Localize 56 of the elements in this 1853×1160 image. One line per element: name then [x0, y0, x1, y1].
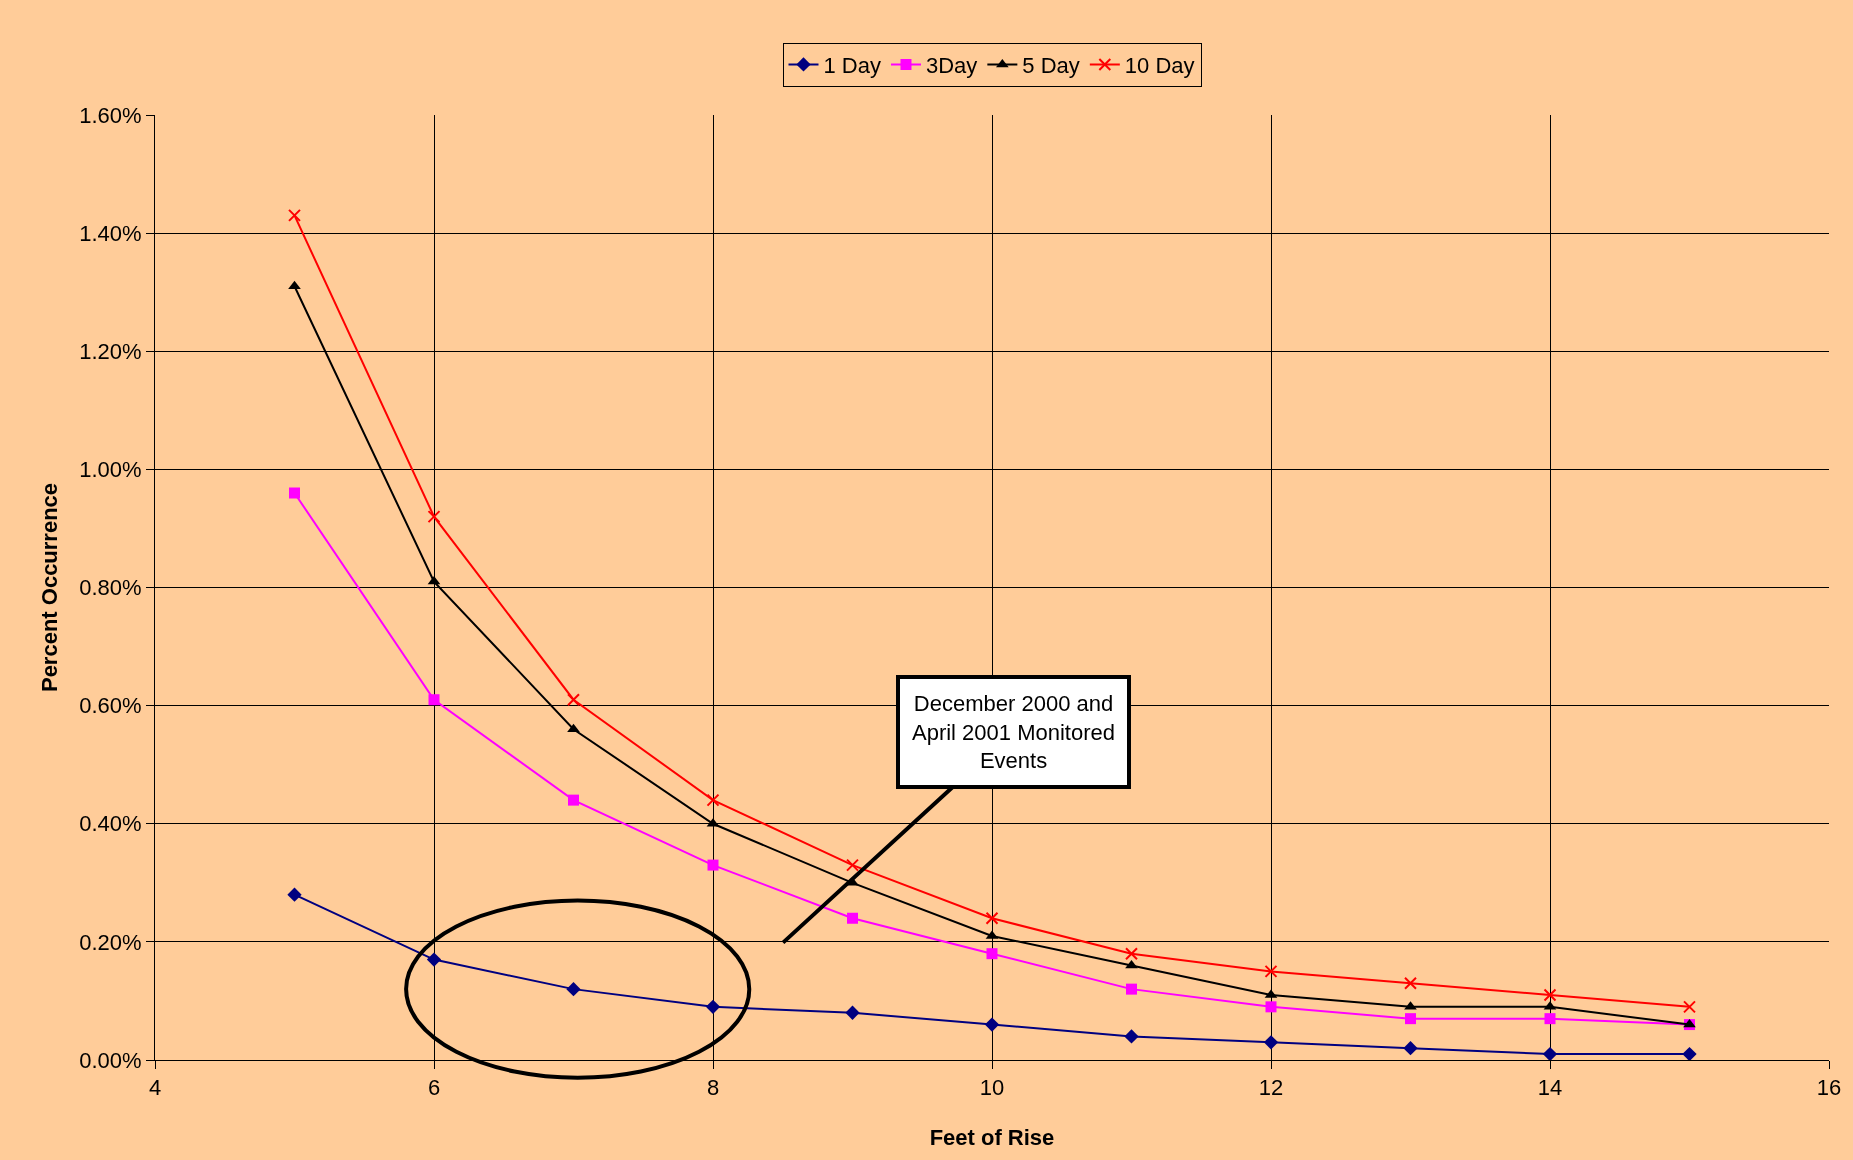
y-tick-label: 0.60% — [79, 693, 142, 719]
point — [287, 887, 302, 902]
x-tick-label: 6 — [427, 1075, 441, 1101]
point — [707, 859, 719, 871]
point — [1682, 1046, 1697, 1060]
point — [288, 280, 301, 290]
point — [985, 911, 999, 925]
point — [427, 510, 441, 524]
point — [1683, 1000, 1696, 1014]
point — [984, 1017, 1000, 1032]
point — [846, 858, 859, 872]
x-tick-label: 12 — [1258, 1075, 1284, 1101]
point — [1125, 947, 1138, 961]
legend-label: 10 Day — [1124, 53, 1195, 79]
point — [1126, 983, 1137, 995]
legend-label: 1 Day — [823, 53, 881, 79]
point — [1543, 988, 1557, 1002]
point — [705, 999, 721, 1014]
point — [288, 208, 301, 222]
point — [567, 693, 580, 707]
point — [1264, 964, 1278, 978]
point — [566, 981, 581, 997]
legend-label: 3Day — [925, 53, 978, 79]
point — [1542, 1046, 1558, 1060]
x-tick-label: 14 — [1537, 1075, 1563, 1101]
y-tick-label: 1.60% — [79, 102, 142, 128]
y-tick-label: 1.20% — [79, 338, 142, 364]
point — [1263, 1035, 1279, 1050]
point — [1544, 1013, 1556, 1025]
point — [1405, 1013, 1416, 1025]
x-tick-label: 4 — [148, 1075, 162, 1101]
y-tick-label: 1.40% — [79, 220, 142, 246]
x-tick-label: 16 — [1816, 1075, 1842, 1101]
y-tick-label: 0.00% — [79, 1047, 142, 1073]
point — [847, 912, 858, 924]
y-tick-label: 1.00% — [79, 457, 142, 483]
legend-label: 5 Day — [1022, 53, 1080, 79]
y-tick-label: 0.20% — [79, 929, 142, 955]
point — [1403, 1041, 1418, 1056]
x-tick-label: 10 — [979, 1075, 1005, 1101]
y-tick-label: 0.80% — [79, 575, 142, 601]
point — [706, 793, 720, 807]
point — [845, 1005, 860, 1020]
point — [1124, 1029, 1139, 1044]
point — [289, 487, 300, 499]
point — [1404, 976, 1417, 990]
point — [568, 794, 579, 806]
point — [428, 694, 440, 706]
y-axis-title: Percent Occurrence — [37, 482, 63, 693]
annotation: December 2000 and April 2001 Monitored Events — [912, 691, 1116, 774]
y-tick-label: 0.40% — [79, 811, 142, 837]
point — [1265, 1001, 1277, 1013]
point — [986, 948, 998, 960]
x-axis-title: Feet of Rise — [929, 1125, 1055, 1151]
x-tick-label: 8 — [706, 1075, 720, 1101]
point — [426, 952, 442, 967]
